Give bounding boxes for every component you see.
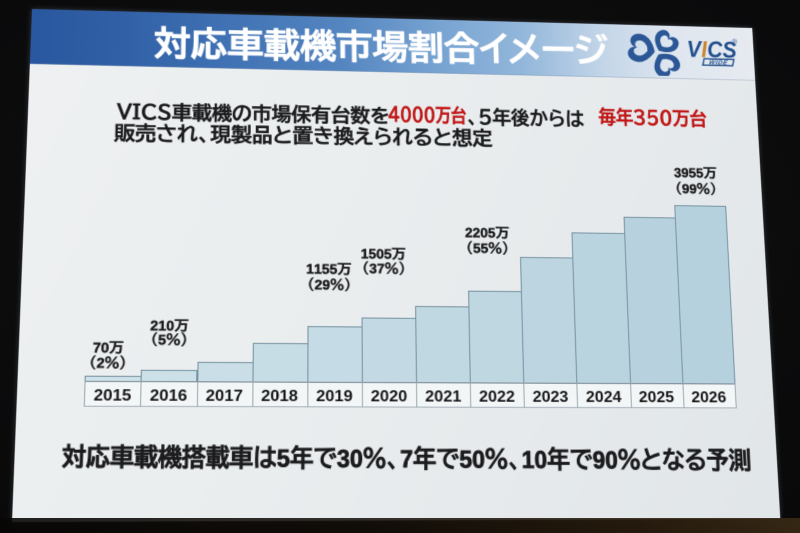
svg-text:WIDE: WIDE <box>708 60 728 67</box>
svg-text:®: ® <box>732 37 738 45</box>
svg-text:VICS: VICS <box>686 36 737 63</box>
